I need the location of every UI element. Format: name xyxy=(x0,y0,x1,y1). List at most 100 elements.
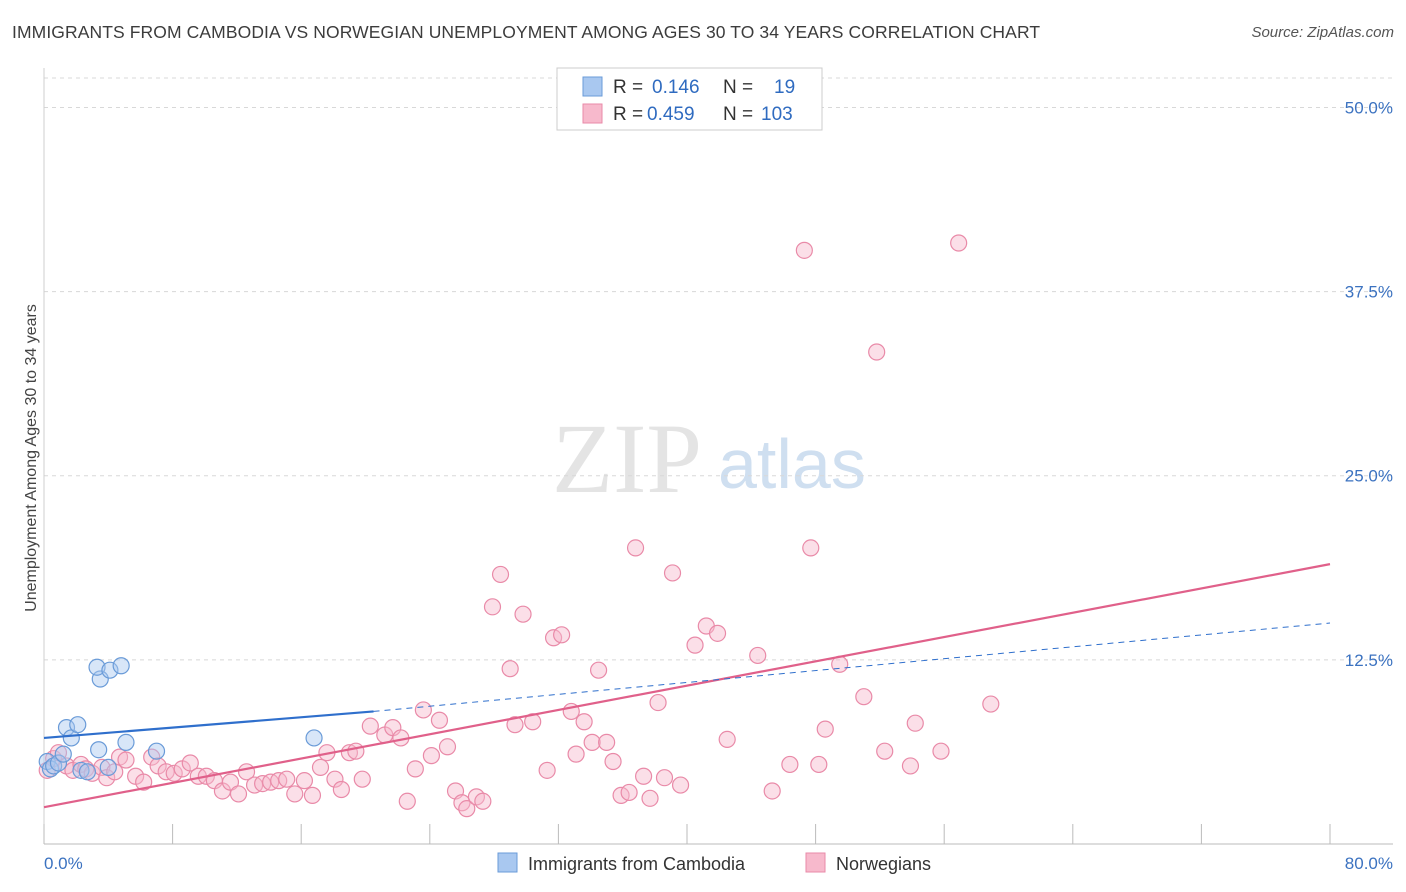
data-point xyxy=(414,701,432,719)
legend-n-value-2: 103 xyxy=(761,104,793,125)
data-point xyxy=(906,714,924,732)
bottom-legend-label-norwegians: Norwegians xyxy=(836,854,931,874)
legend-r-value-1: 0.146 xyxy=(652,77,700,98)
data-point xyxy=(88,658,106,676)
data-point xyxy=(165,764,183,782)
source-label: Source: ZipAtlas.com xyxy=(1251,24,1394,41)
data-point xyxy=(567,745,585,763)
y-axis-label: Unemployment Among Ages 30 to 34 years xyxy=(23,304,40,612)
data-point xyxy=(303,786,322,804)
bottom-legend-label-cambodia: Immigrants from Cambodia xyxy=(528,854,746,874)
data-point xyxy=(598,733,616,751)
data-point xyxy=(69,716,87,734)
data-point xyxy=(589,661,608,679)
bottom-legend-swatch-blue xyxy=(497,852,518,873)
data-point xyxy=(483,598,502,616)
legend-r-value-2: 0.459 xyxy=(647,104,695,125)
data-point xyxy=(112,657,130,675)
legend-n-label-2: N = xyxy=(723,104,753,125)
data-point xyxy=(620,783,638,802)
data-point xyxy=(438,738,457,756)
data-point xyxy=(655,769,674,787)
data-point xyxy=(135,773,153,791)
data-point xyxy=(99,758,117,777)
data-point xyxy=(474,792,492,810)
watermark-zip: ZIP xyxy=(552,403,702,514)
x-tick-label-min: 0.0% xyxy=(44,854,83,873)
data-point xyxy=(855,688,873,706)
data-point xyxy=(49,754,68,772)
series-legend: Immigrants from Cambodia Norwegians xyxy=(497,852,931,874)
x-tick-labels: 0.0% 80.0% xyxy=(44,854,1393,873)
legend-n-value-1: 19 xyxy=(774,77,795,98)
data-point xyxy=(295,772,314,790)
data-point xyxy=(90,741,108,759)
data-point xyxy=(406,760,424,778)
data-point xyxy=(229,785,248,803)
data-point xyxy=(101,661,119,679)
data-point xyxy=(671,776,690,794)
data-point xyxy=(749,646,767,665)
legend-swatch-blue xyxy=(582,76,603,97)
correlation-legend: R = 0.146 N = 19 R = 0.459 N = 103 xyxy=(556,67,823,131)
data-point xyxy=(398,792,416,810)
data-point xyxy=(686,636,704,654)
y-tick-label: 12.5% xyxy=(1345,651,1393,670)
data-point xyxy=(181,754,199,772)
series-norwegians xyxy=(38,234,1000,818)
data-point xyxy=(286,785,304,803)
data-point xyxy=(553,626,571,644)
data-point xyxy=(538,761,556,779)
data-point xyxy=(347,742,365,760)
data-point xyxy=(72,761,90,779)
watermark-atlas: atlas xyxy=(718,425,866,503)
data-point xyxy=(305,729,323,747)
x-tick-label-max: 80.0% xyxy=(1345,854,1393,873)
data-point xyxy=(763,782,781,800)
data-point xyxy=(641,789,659,807)
data-point xyxy=(901,757,920,775)
data-point xyxy=(506,716,524,734)
data-point xyxy=(876,742,894,760)
y-tick-labels: 12.5% 25.0% 37.5% 50.0% xyxy=(1345,98,1393,669)
legend-swatch-pink xyxy=(582,103,603,124)
legend-r-label-2: R = xyxy=(613,104,643,125)
data-point xyxy=(781,755,799,774)
data-point xyxy=(78,763,97,781)
y-tick-label: 50.0% xyxy=(1345,98,1393,117)
data-point xyxy=(501,660,519,678)
data-point xyxy=(353,770,371,788)
data-point xyxy=(816,720,834,738)
data-point xyxy=(458,800,476,818)
data-point xyxy=(422,747,441,765)
y-tick-label: 37.5% xyxy=(1345,283,1393,302)
data-point xyxy=(117,733,135,751)
data-point xyxy=(361,717,379,735)
data-point xyxy=(514,605,532,623)
data-point xyxy=(604,752,622,771)
data-point xyxy=(117,751,135,769)
bottom-legend-swatch-pink xyxy=(805,852,826,873)
series-cambodia xyxy=(38,657,323,781)
data-point xyxy=(221,773,240,791)
data-point xyxy=(802,539,820,557)
data-point xyxy=(708,624,727,642)
trend-line-norwegians xyxy=(43,563,1331,809)
data-point xyxy=(868,343,886,361)
axes xyxy=(43,68,1393,845)
data-point xyxy=(649,693,667,712)
trend-line-cambodia xyxy=(43,710,374,740)
data-point xyxy=(663,564,682,582)
data-point xyxy=(634,767,653,785)
data-point xyxy=(950,234,968,252)
data-point xyxy=(810,755,828,774)
data-point xyxy=(626,539,645,557)
data-point xyxy=(45,757,63,775)
data-point xyxy=(311,758,330,777)
data-point xyxy=(795,241,813,259)
data-point xyxy=(491,565,510,584)
data-point xyxy=(932,742,950,760)
grid-lines xyxy=(44,77,1393,661)
data-point xyxy=(147,742,166,760)
data-point xyxy=(982,695,1000,713)
